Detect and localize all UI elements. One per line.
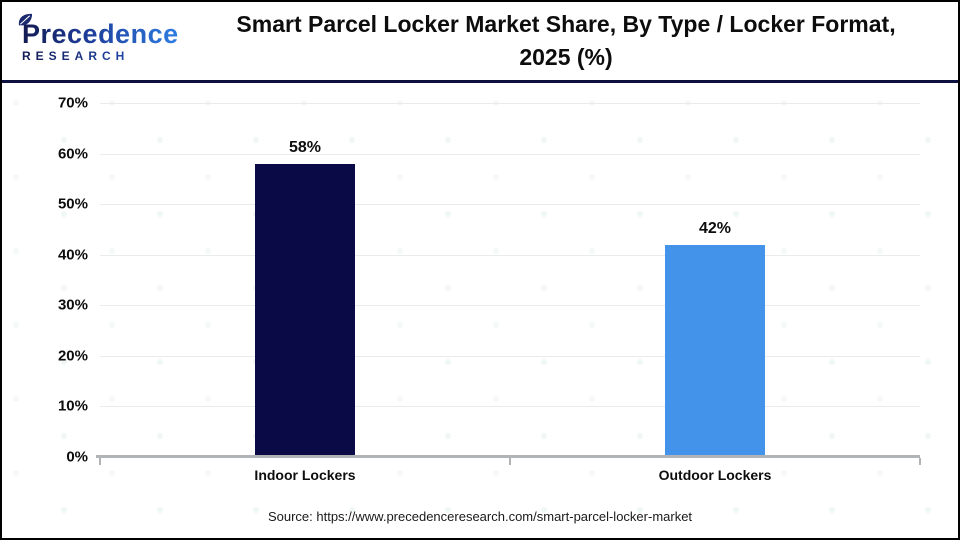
precedence-research-logo: Precedence RESEARCH	[12, 13, 190, 63]
gridline-70	[100, 103, 920, 104]
gridline-20	[100, 355, 920, 357]
gridline-10	[100, 406, 920, 408]
gridline-60	[100, 153, 920, 155]
x-axis-line	[96, 455, 920, 458]
y-tick-label-40: 40%	[57, 246, 88, 264]
axis-tick-1	[509, 458, 511, 465]
y-tick-label-50: 50%	[57, 195, 88, 213]
x-axis-label-indoor-lockers: Indoor Lockers	[254, 467, 356, 483]
source-text: Source: https://www.precedenceresearch.c…	[267, 509, 693, 524]
chart-title: Smart Parcel Locker Market Share, By Typ…	[190, 8, 948, 74]
logo-sub-text: RESEARCH	[22, 49, 190, 63]
axis-tick-2	[919, 458, 921, 465]
x-axis-labels: Indoor Lockers Outdoor Lockers	[100, 467, 920, 489]
y-axis-labels: 70% 60% 50% 40% 30% 20% 10% 0%	[2, 95, 88, 466]
y-tick-label-70: 70%	[57, 94, 88, 112]
y-tick-label-30: 30%	[57, 296, 88, 314]
logo-brand-text: Precedence	[22, 18, 179, 49]
gridline-50	[100, 204, 920, 206]
chart-area: 70% 60% 50% 40% 30% 20% 10% 0% 58% 42% Indoor Lo…	[2, 83, 958, 536]
y-tick-label-60: 60%	[57, 145, 88, 163]
chart-title-line1: Smart Parcel Locker Market Share, By Typ…	[236, 11, 896, 37]
leaf-icon	[18, 13, 33, 25]
y-tick-label-10: 10%	[57, 397, 88, 415]
plot-area: 58% 42%	[96, 103, 921, 465]
header: Precedence RESEARCH Smart Parcel Locker …	[2, 2, 958, 83]
axis-tick-0	[99, 458, 101, 465]
y-tick-label-20: 20%	[57, 347, 88, 365]
bar-value-label-indoor-lockers: 58%	[288, 138, 322, 156]
y-tick-label-0: 0%	[66, 448, 88, 466]
gridline-40	[100, 254, 920, 256]
bar-outdoor-lockers	[665, 244, 765, 457]
gridline-30	[100, 305, 920, 307]
x-axis-label-outdoor-lockers: Outdoor Lockers	[658, 467, 772, 483]
bar-value-label-outdoor-lockers: 42%	[698, 219, 732, 237]
bar-indoor-lockers	[255, 163, 355, 457]
chart-title-line2: 2025 (%)	[519, 44, 613, 70]
